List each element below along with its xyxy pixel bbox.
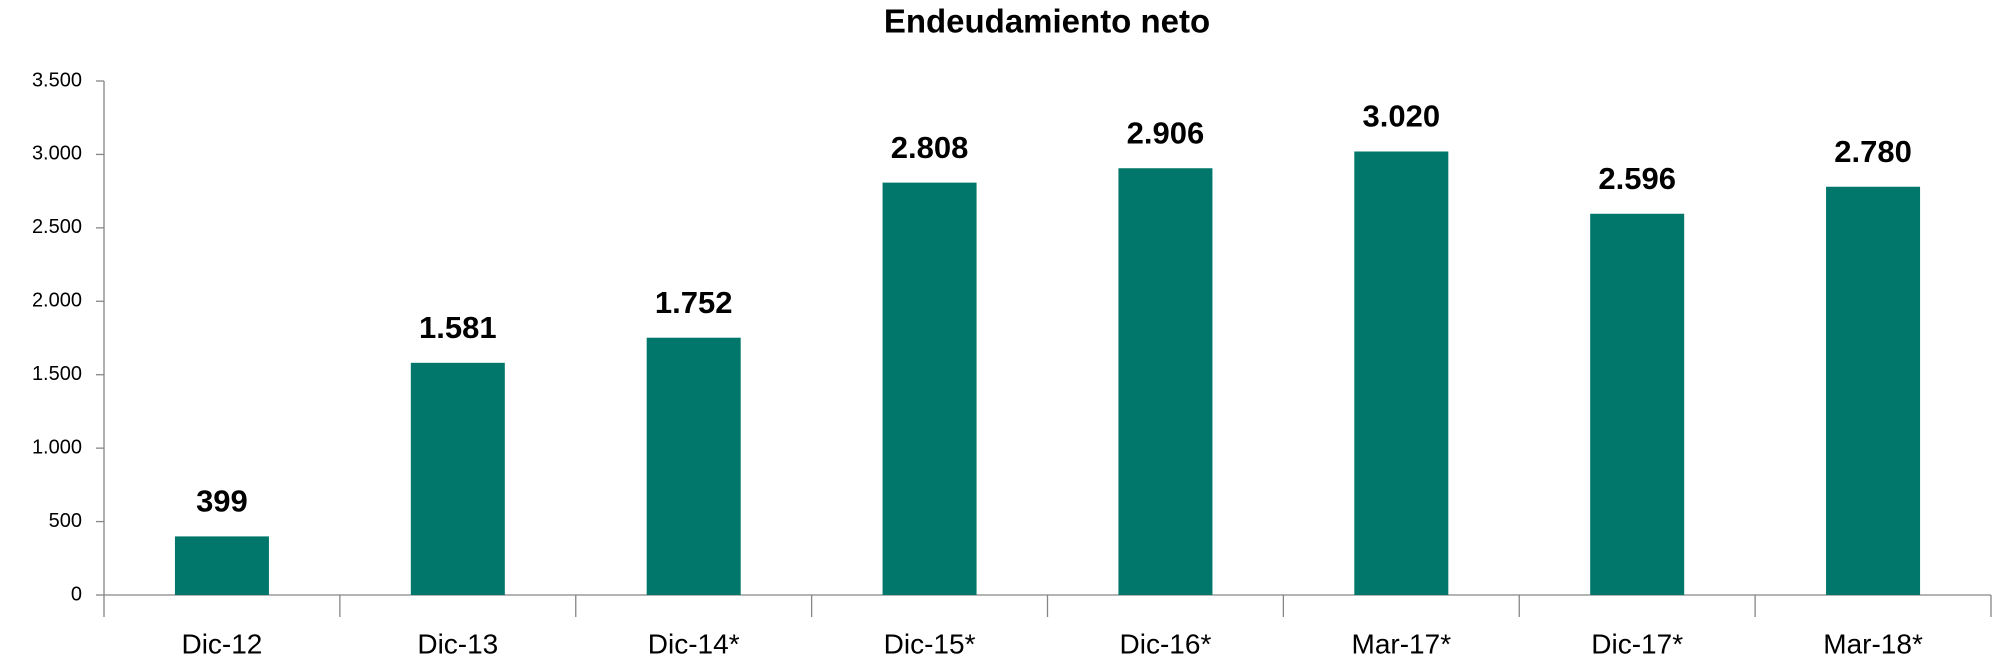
value-label: 2.596 [1598,161,1676,196]
x-tick-label: Mar-18* [1823,628,1923,659]
bar [410,362,505,595]
y-tick-label: 1.500 [32,363,82,385]
value-label: 2.808 [891,130,969,165]
value-label: 3.020 [1363,99,1441,134]
value-label: 399 [196,484,248,519]
y-tick-label: 3.000 [32,143,82,165]
y-tick-label: 2.000 [32,290,82,312]
bar [1590,213,1685,595]
y-tick-label: 3.500 [32,69,82,91]
x-tick-label: Dic-17* [1591,628,1683,659]
value-label: 2.780 [1834,134,1912,169]
bar [1826,186,1921,596]
x-tick-label: Dic-13 [417,628,498,659]
bar [1354,151,1449,595]
value-label: 1.581 [419,310,497,345]
y-tick-label: 500 [49,510,82,532]
bar [882,182,977,596]
y-tick-label: 2.500 [32,216,82,238]
bar [174,536,269,595]
bar [1118,168,1213,595]
value-label: 2.906 [1127,115,1205,150]
y-tick-label: 0 [71,583,82,605]
x-tick-label: Mar-17* [1352,628,1452,659]
x-tick-label: Dic-15* [884,628,976,659]
x-tick-label: Dic-12 [181,628,262,659]
chart-title: Endeudamiento neto [884,3,1210,40]
x-tick-label: Dic-16* [1120,628,1212,659]
value-label: 1.752 [655,285,733,320]
y-tick-label: 1.000 [32,436,82,458]
x-tick-label: Dic-14* [648,628,740,659]
bar [646,337,741,595]
